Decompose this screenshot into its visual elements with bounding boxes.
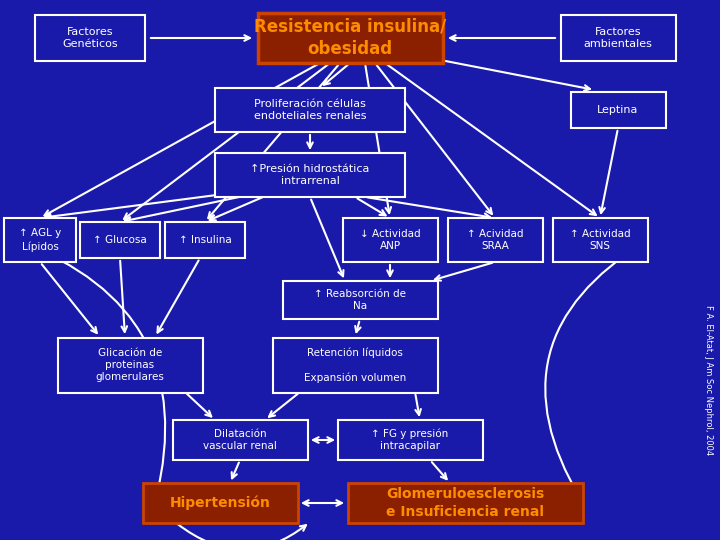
FancyArrowPatch shape: [177, 524, 306, 540]
FancyBboxPatch shape: [338, 420, 482, 460]
Text: Factores
Genéticos: Factores Genéticos: [62, 27, 118, 49]
Text: ↑ Acividad
SRAA: ↑ Acividad SRAA: [467, 229, 523, 251]
FancyBboxPatch shape: [4, 218, 76, 262]
Text: ↑ Actividad
SNS: ↑ Actividad SNS: [570, 229, 630, 251]
FancyBboxPatch shape: [58, 338, 202, 393]
FancyArrowPatch shape: [394, 485, 568, 520]
FancyBboxPatch shape: [143, 483, 297, 523]
Text: ↑ Glucosa: ↑ Glucosa: [93, 235, 147, 245]
FancyBboxPatch shape: [165, 222, 245, 258]
FancyBboxPatch shape: [282, 281, 438, 319]
Text: ↑ AGL y
Lípidos: ↑ AGL y Lípidos: [19, 228, 61, 252]
FancyBboxPatch shape: [570, 92, 665, 128]
Text: ↑ Reabsorción de
Na: ↑ Reabsorción de Na: [314, 289, 406, 311]
Text: F A. El-Atat, J Am Soc Nephrol, 2004: F A. El-Atat, J Am Soc Nephrol, 2004: [703, 305, 713, 455]
Text: ↑ FG y presión
intracapilar: ↑ FG y presión intracapilar: [372, 429, 449, 451]
FancyBboxPatch shape: [560, 15, 675, 61]
Text: Resistencia insulina/
obesidad: Resistencia insulina/ obesidad: [254, 18, 446, 58]
Text: ↑ Insulina: ↑ Insulina: [179, 235, 231, 245]
FancyBboxPatch shape: [272, 338, 438, 393]
Text: ↓ Actividad
ANP: ↓ Actividad ANP: [360, 229, 420, 251]
FancyBboxPatch shape: [343, 218, 438, 262]
Text: Glomeruloesclerosis
e Insuficiencia renal: Glomeruloesclerosis e Insuficiencia rena…: [386, 487, 544, 518]
FancyBboxPatch shape: [80, 222, 160, 258]
FancyBboxPatch shape: [215, 88, 405, 132]
Text: Retención líquidos

Expansión volumen: Retención líquidos Expansión volumen: [304, 347, 406, 383]
FancyArrowPatch shape: [545, 241, 646, 498]
Text: Hipertensión: Hipertensión: [170, 496, 271, 510]
FancyBboxPatch shape: [35, 15, 145, 61]
Text: Factores
ambientales: Factores ambientales: [584, 27, 652, 49]
Text: Leptina: Leptina: [598, 105, 639, 115]
FancyBboxPatch shape: [173, 420, 307, 460]
FancyBboxPatch shape: [348, 483, 582, 523]
Text: Glicación de
proteinas
glomerulares: Glicación de proteinas glomerulares: [96, 348, 164, 382]
FancyBboxPatch shape: [215, 153, 405, 197]
FancyArrowPatch shape: [17, 241, 165, 498]
FancyBboxPatch shape: [552, 218, 647, 262]
FancyBboxPatch shape: [258, 13, 443, 63]
Text: Dilatación
vascular renal: Dilatación vascular renal: [203, 429, 277, 451]
FancyBboxPatch shape: [448, 218, 542, 262]
Text: ↑Presión hidrostática
intrarrenal: ↑Presión hidrostática intrarrenal: [251, 164, 369, 186]
Text: Proliferación células
endoteliales renales: Proliferación células endoteliales renal…: [253, 99, 366, 121]
